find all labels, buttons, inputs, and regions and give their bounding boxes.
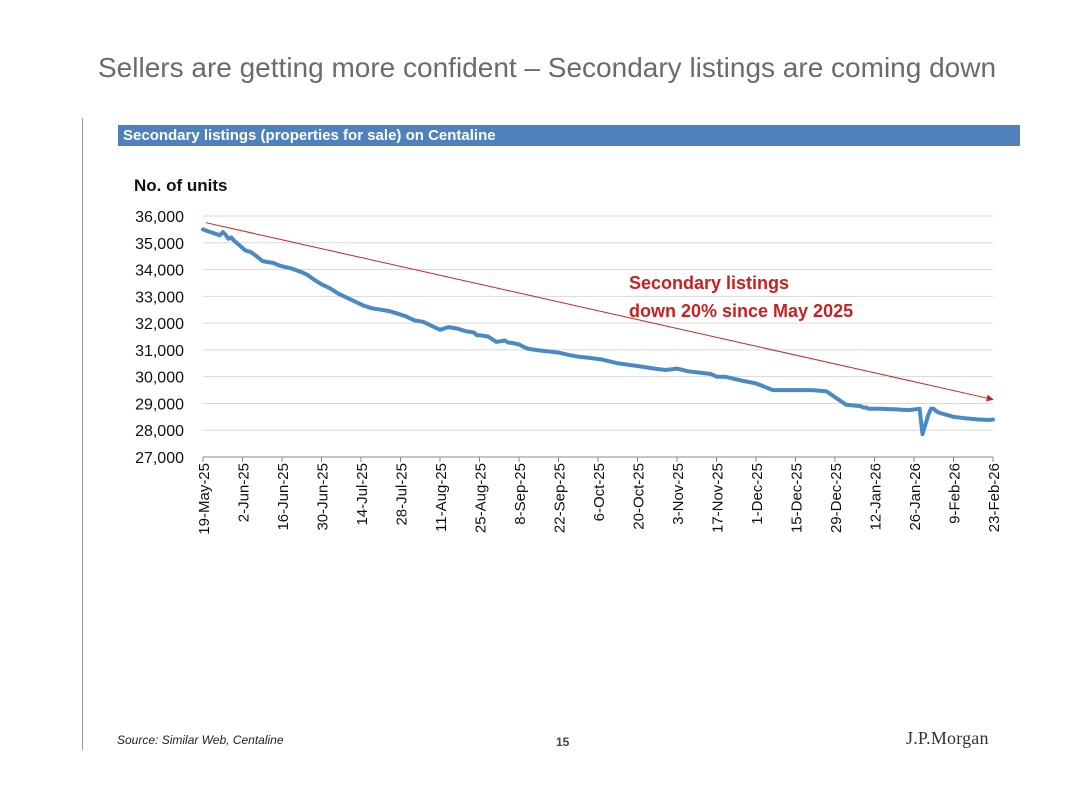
- x-tick-label: 14-Jul-25: [354, 463, 371, 526]
- x-tick-label: 16-Jun-25: [275, 463, 292, 531]
- series-line-secondary-listings: [201, 227, 995, 437]
- x-tick-label: 19-May-25: [196, 463, 213, 535]
- trend-arrow: [205, 222, 994, 402]
- y-tick-label: 35,000: [135, 236, 184, 253]
- x-tick-label: 26-Jan-26: [907, 463, 924, 531]
- source-note: Source: Similar Web, Centaline: [117, 733, 284, 747]
- y-tick-label: 32,000: [135, 316, 184, 333]
- y-tick-label: 28,000: [135, 423, 184, 440]
- annotation-line-2: down 20% since May 2025: [629, 301, 853, 321]
- jpmorgan-logo: J.P.Morgan: [906, 728, 989, 748]
- x-tick-marks: [202, 457, 994, 462]
- x-tick-label: 2-Jun-25: [236, 463, 253, 522]
- x-tick-label: 25-Aug-25: [473, 463, 490, 533]
- y-tick-label: 34,000: [135, 263, 184, 280]
- x-tick-label: 12-Jan-26: [868, 463, 885, 531]
- y-tick-label: 27,000: [135, 450, 184, 467]
- y-tick-label: 33,000: [135, 289, 184, 306]
- x-tick-label: 29-Dec-25: [828, 463, 845, 533]
- x-tick-label: 3-Nov-25: [670, 463, 687, 525]
- chart-banner: Secondary listings (properties for sale)…: [118, 125, 1020, 146]
- x-tick-label: 17-Nov-25: [710, 463, 727, 533]
- x-tick-label: 6-Oct-25: [591, 463, 608, 521]
- y-tick-label: 36,000: [135, 209, 184, 226]
- x-tick-label: 20-Oct-25: [631, 463, 648, 530]
- x-tick-label: 8-Sep-25: [512, 463, 529, 525]
- slide-title: Sellers are getting more confident – Sec…: [98, 52, 997, 83]
- page-number: 15: [556, 735, 570, 749]
- x-tick-label: 23-Feb-26: [986, 463, 1003, 532]
- left-divider-line: [82, 118, 83, 750]
- gridlines: [203, 215, 993, 431]
- y-tick-labels: 27,000 28,000 29,000 30,000 31,000 32,000 33,0…: [135, 209, 184, 467]
- x-tick-label: 9-Feb-26: [947, 463, 964, 524]
- annotation-line-1: Secondary listings: [629, 273, 789, 293]
- y-tick-label: 30,000: [135, 370, 184, 387]
- x-tick-label: 30-Jun-25: [315, 463, 332, 531]
- x-tick-label: 11-Aug-25: [433, 463, 450, 532]
- x-tick-label: 22-Sep-25: [552, 463, 569, 533]
- x-tick-label: 15-Dec-25: [789, 463, 806, 533]
- x-tick-labels: 19-May-25 2-Jun-25 16-Jun-25 30-Jun-25 14-Ju…: [196, 463, 1003, 535]
- y-tick-label: 31,000: [135, 343, 184, 360]
- x-tick-label: 28-Jul-25: [394, 463, 411, 526]
- y-tick-label: 29,000: [135, 396, 184, 413]
- y-axis-label: No. of units: [134, 176, 227, 195]
- x-tick-label: 1-Dec-25: [749, 463, 766, 525]
